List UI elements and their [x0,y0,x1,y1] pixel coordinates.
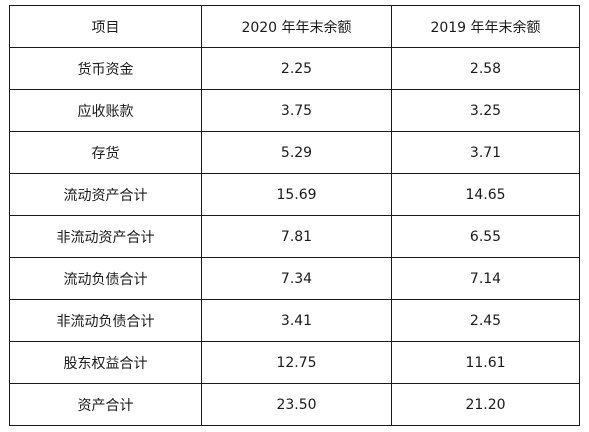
value-2020: 23.50 [201,383,392,426]
row-label: 资产合计 [9,383,202,426]
value-2020: 7.81 [201,215,392,258]
row-label: 股东权益合计 [9,341,202,384]
header-item: 项目 [9,5,202,48]
header-2020-balance: 2020 年年末余额 [201,5,392,48]
value-2019: 11.61 [391,341,580,384]
table-row: 存货 5.29 3.71 [9,131,580,174]
value-2020: 3.75 [201,89,392,132]
table-row: 股东权益合计 12.75 11.61 [9,341,580,384]
table-row: 流动资产合计 15.69 14.65 [9,173,580,216]
value-2020: 2.25 [201,47,392,90]
value-2019: 3.71 [391,131,580,174]
value-2020: 5.29 [201,131,392,174]
value-2020: 15.69 [201,173,392,216]
value-2020: 3.41 [201,299,392,342]
balance-table: 项目 2020 年年末余额 2019 年年末余额 货币资金 2.25 2.58 … [9,5,580,426]
table-row: 流动负债合计 7.34 7.14 [9,257,580,300]
header-row: 项目 2020 年年末余额 2019 年年末余额 [9,5,580,48]
row-label: 货币资金 [9,47,202,90]
value-2019: 2.58 [391,47,580,90]
table-row: 资产合计 23.50 21.20 [9,383,580,426]
table-row: 货币资金 2.25 2.58 [9,47,580,90]
value-2019: 21.20 [391,383,580,426]
header-2019-balance: 2019 年年末余额 [391,5,580,48]
row-label: 流动资产合计 [9,173,202,216]
row-label: 应收账款 [9,89,202,132]
value-2019: 7.14 [391,257,580,300]
row-label: 非流动负债合计 [9,299,202,342]
row-label: 非流动资产合计 [9,215,202,258]
row-label: 存货 [9,131,202,174]
value-2019: 2.45 [391,299,580,342]
value-2019: 6.55 [391,215,580,258]
table-row: 应收账款 3.75 3.25 [9,89,580,132]
value-2019: 14.65 [391,173,580,216]
table-row: 非流动负债合计 3.41 2.45 [9,299,580,342]
value-2020: 12.75 [201,341,392,384]
value-2020: 7.34 [201,257,392,300]
table-row: 非流动资产合计 7.81 6.55 [9,215,580,258]
value-2019: 3.25 [391,89,580,132]
row-label: 流动负债合计 [9,257,202,300]
